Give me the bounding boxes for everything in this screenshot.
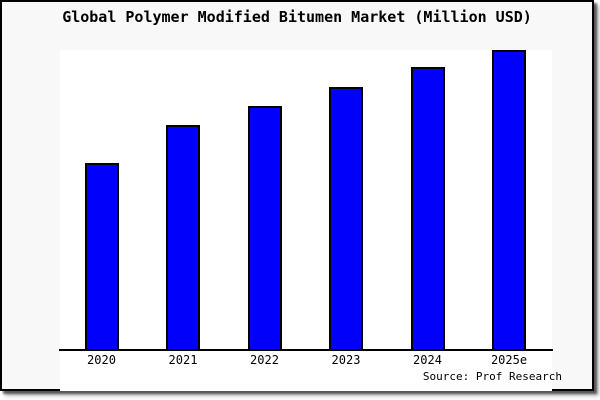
chart-title: Global Polymer Modified Bitumen Market (… — [62, 8, 532, 26]
source-label: Source: Prof Research — [422, 370, 562, 383]
x-tick-label-2024: 2024 — [413, 353, 442, 367]
bar-2022 — [247, 106, 282, 350]
bar-2024 — [410, 67, 445, 350]
x-tick-label-2022: 2022 — [250, 353, 279, 367]
bars — [60, 50, 552, 350]
x-tick-label-2020: 2020 — [87, 353, 116, 367]
x-tick-label-2025e: 2025e — [490, 353, 528, 367]
bar-2025e — [492, 50, 526, 350]
x-tick-label-2023: 2023 — [331, 353, 361, 367]
x-axis-line — [59, 349, 553, 351]
bar-2020 — [84, 163, 119, 350]
bar-2021 — [166, 125, 200, 350]
plot-area: 2020 2021 2022 2023 2024 2025e — [59, 50, 553, 391]
x-tick-label-2021: 2021 — [168, 353, 198, 367]
chart-frame: Global Polymer Modified Bitumen Market (… — [0, 0, 594, 391]
bar-2023 — [329, 87, 363, 350]
